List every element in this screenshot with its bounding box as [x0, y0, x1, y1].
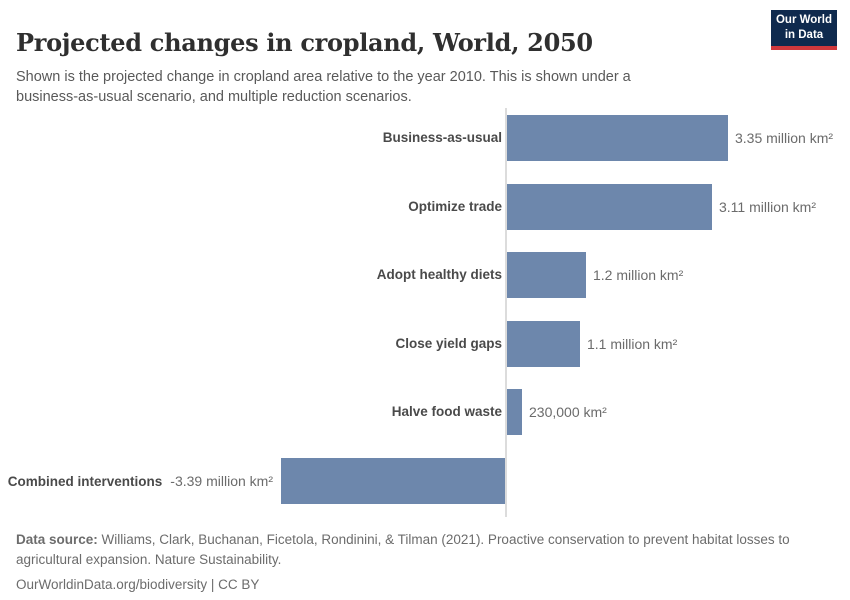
owid-logo-line2: in Data: [784, 28, 824, 41]
value-label: 1.1 million km²: [587, 336, 678, 352]
bar-positive[interactable]: [507, 184, 712, 230]
value-label: 230,000 km²: [529, 404, 607, 420]
owid-url-link[interactable]: OurWorldinData.org/biodiversity: [16, 576, 208, 592]
category-label: Close yield gaps: [395, 336, 502, 351]
chart-row: Halve food waste 230,000 km²: [0, 389, 850, 435]
owid-logo-line1: Our World: [775, 14, 832, 26]
bar-negative[interactable]: [281, 458, 505, 504]
license-separator: |: [207, 576, 219, 592]
page-title: Projected changes in cropland, World, 20…: [16, 28, 593, 58]
chart-row: Close yield gaps 1.1 million km²: [0, 321, 850, 367]
category-label: Business-as-usual: [382, 130, 502, 145]
data-source-line: Data source: Williams, Clark, Buchanan, …: [16, 530, 834, 571]
value-label: 3.35 million km²: [735, 130, 834, 146]
chart-row: Adopt healthy diets 1.2 million km²: [0, 252, 850, 298]
footer: Data source: Williams, Clark, Buchanan, …: [16, 530, 834, 595]
value-label: 3.11 million km²: [719, 199, 816, 215]
category-label: Combined interventions: [7, 474, 163, 489]
license-line: OurWorldinData.org/biodiversity | CC BY: [16, 575, 834, 595]
bar-positive[interactable]: [507, 389, 522, 435]
bar-chart: Business-as-usual 3.35 million km² Optimiz…: [0, 100, 850, 520]
value-label: -3.39 million km²: [170, 473, 273, 489]
zero-axis-line: [505, 108, 507, 517]
data-source-label: Data source:: [16, 532, 98, 547]
owid-logo[interactable]: Our World in Data: [771, 10, 837, 50]
chart-row: Business-as-usual 3.35 million km²: [0, 115, 850, 161]
category-label: Adopt healthy diets: [376, 267, 502, 282]
data-source-text: Williams, Clark, Buchanan, Ficetola, Ron…: [16, 532, 790, 568]
bar-positive[interactable]: [507, 321, 580, 367]
category-label: Optimize trade: [408, 199, 502, 214]
category-label: Halve food waste: [391, 404, 502, 419]
value-label: 1.2 million km²: [593, 267, 684, 283]
bar-positive[interactable]: [507, 115, 728, 161]
chart-row: Combined interventions -3.39 million km²: [0, 458, 850, 504]
category-and-value-group: Combined interventions -3.39 million km²: [8, 458, 273, 505]
chart-row: Optimize trade 3.11 million km²: [0, 184, 850, 230]
license-badge: CC BY: [218, 576, 260, 592]
bar-positive[interactable]: [507, 252, 586, 298]
chart-subtitle: Shown is the projected change in croplan…: [16, 68, 631, 106]
